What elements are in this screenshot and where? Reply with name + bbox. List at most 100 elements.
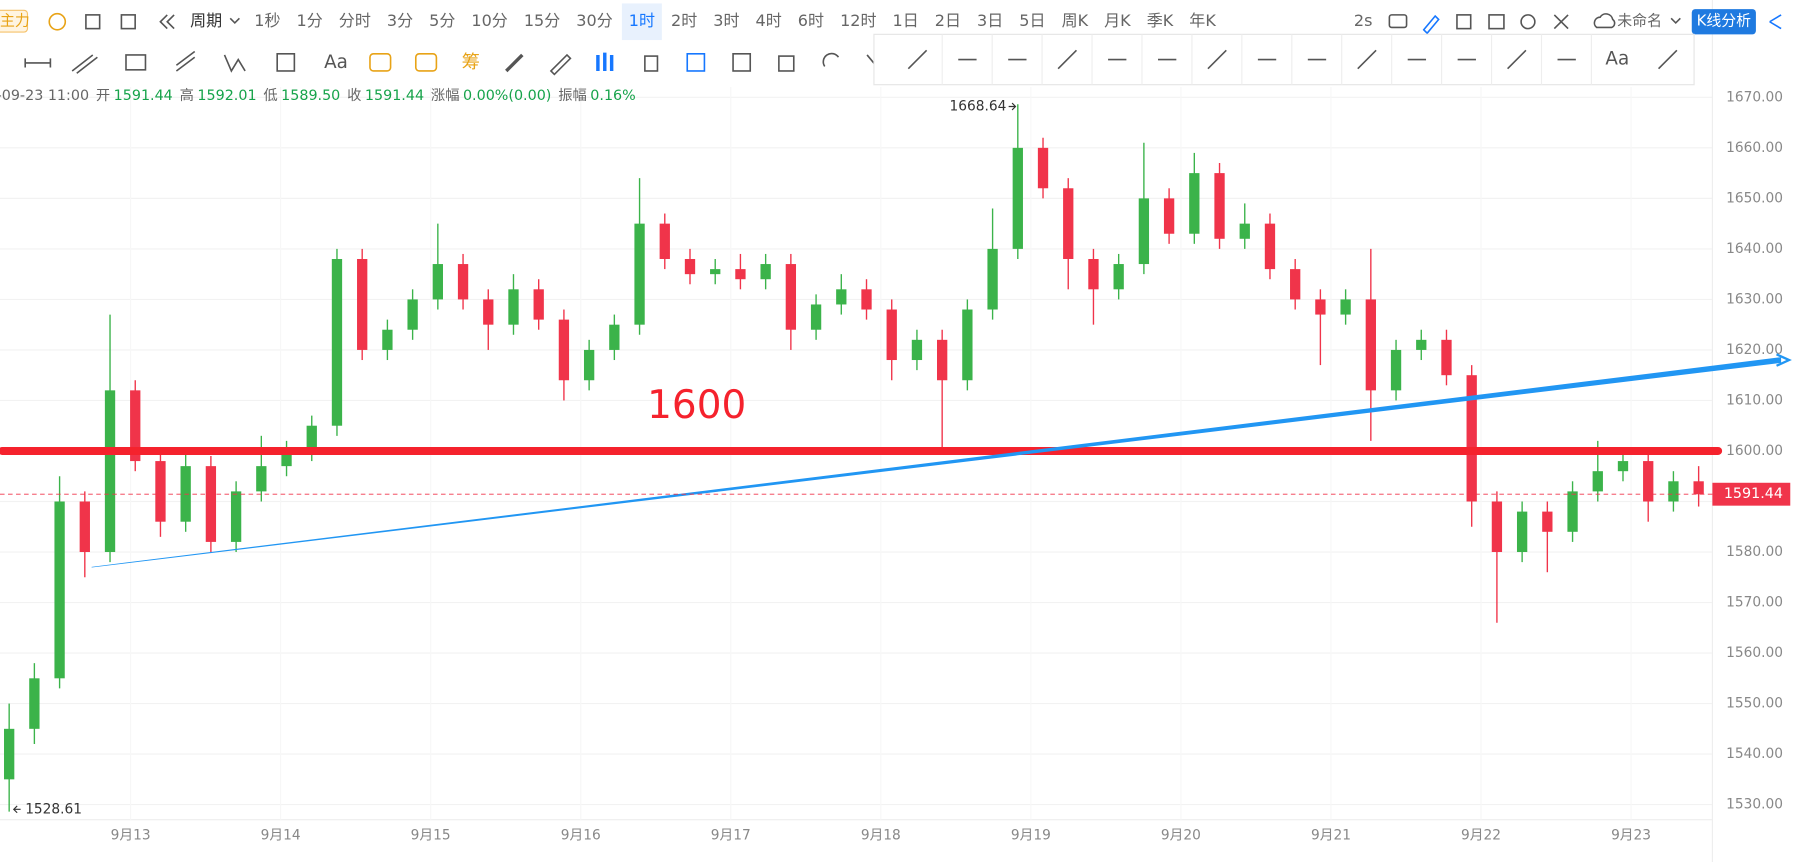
tool-coupon[interactable] — [414, 53, 438, 72]
info-value: 0.00%(0.00) — [463, 88, 551, 104]
tool-wave[interactable] — [223, 54, 246, 73]
period-option[interactable]: 1秒 — [254, 11, 280, 30]
cloud-icon[interactable] — [1593, 13, 1616, 29]
period-menu[interactable]: 周期 — [190, 11, 222, 30]
candle-body — [230, 491, 242, 542]
period-option[interactable]: 3日 — [977, 11, 1003, 30]
tool-edit[interactable] — [732, 53, 752, 72]
settings-icon[interactable] — [1520, 14, 1536, 30]
period-option[interactable]: 12时 — [840, 11, 876, 30]
horizontal-line-text: 1600 — [647, 383, 746, 428]
x-tick-label: 9月15 — [411, 828, 451, 844]
period-option[interactable]: 15分 — [524, 11, 560, 30]
period-option[interactable]: 5日 — [1019, 11, 1045, 30]
save-icon[interactable] — [1488, 14, 1505, 30]
draw-panel-text[interactable]: Aa — [1605, 49, 1629, 70]
y-tick-label: 1560.00 — [1726, 645, 1783, 661]
candle-body — [130, 390, 141, 462]
tool-delete[interactable] — [778, 55, 795, 72]
tool-text[interactable]: Aa — [324, 52, 348, 73]
candle-body — [104, 390, 116, 553]
candle-body — [987, 248, 998, 310]
layout-icon[interactable] — [120, 14, 136, 30]
back-icon[interactable] — [159, 14, 175, 30]
period-option[interactable]: 1日 — [893, 11, 919, 30]
draw-tool-icon[interactable] — [1057, 49, 1078, 70]
top-toolbar: 主力 周期 1秒 1分 分时 3分 5分 10分 15分 30分 1时 2时 3时 4时 6时 12时 1日… — [0, 3, 1782, 41]
fullscreen-icon[interactable] — [1553, 14, 1569, 30]
candle-body — [1668, 481, 1679, 502]
candle-body — [962, 309, 973, 381]
y-tick-label: 1670.00 — [1726, 89, 1783, 105]
tool-candles[interactable] — [596, 52, 614, 71]
candle-body — [735, 269, 746, 280]
period-option[interactable]: 3分 — [387, 11, 413, 30]
period-option[interactable]: 周K — [1062, 11, 1089, 30]
period-option[interactable]: 季K — [1147, 11, 1174, 30]
period-option[interactable]: 1分 — [297, 11, 323, 30]
candle-body — [836, 289, 847, 305]
x-tick-label: 9月20 — [1161, 828, 1201, 844]
last-price-label: 1591.44 — [1724, 486, 1783, 502]
period-option[interactable]: 月K — [1104, 11, 1131, 30]
tool-magnet[interactable] — [822, 52, 840, 67]
tool-fib[interactable] — [175, 50, 196, 72]
tool-layer[interactable] — [686, 53, 706, 72]
period-option[interactable]: 4时 — [756, 11, 782, 30]
x-tick-label: 9月23 — [1611, 828, 1651, 844]
pen-icon[interactable] — [1422, 14, 1440, 35]
y-tick-label: 1530.00 — [1726, 797, 1783, 813]
period-option[interactable]: 30分 — [576, 11, 612, 30]
layout-name[interactable]: 未命名 — [1617, 12, 1662, 30]
draw-tool-icon[interactable] — [1357, 49, 1377, 70]
tool-rect[interactable] — [125, 54, 147, 71]
draw-tool-icon[interactable] — [1657, 49, 1678, 70]
tool-chip[interactable]: 筹 — [462, 52, 480, 73]
candle-body — [1037, 147, 1049, 189]
candle-body — [1012, 147, 1023, 249]
period-option[interactable]: 3时 — [713, 11, 739, 30]
candle-body — [1189, 173, 1200, 234]
candle-body — [4, 728, 15, 780]
period-option[interactable]: 年K — [1189, 11, 1216, 30]
y-tick-label: 1570.00 — [1726, 595, 1783, 611]
flash-icon[interactable] — [48, 12, 67, 31]
period-option[interactable]: 1时 — [629, 11, 655, 30]
period-option[interactable]: 5分 — [429, 11, 455, 30]
candle-body — [684, 258, 696, 275]
y-tick-label: 1540.00 — [1726, 746, 1783, 762]
candle-body — [1264, 223, 1276, 270]
tool-lock[interactable] — [644, 55, 659, 72]
refresh-interval[interactable]: 2s — [1354, 11, 1373, 30]
tool-box[interactable] — [276, 53, 296, 72]
period-option[interactable]: 2时 — [671, 11, 697, 30]
candle-body — [1643, 461, 1654, 502]
candle-body — [1239, 223, 1250, 239]
camera-icon[interactable] — [1388, 14, 1408, 29]
draw-tool-icon[interactable] — [1507, 49, 1527, 70]
expand-icon[interactable] — [1456, 14, 1472, 30]
tool-channel[interactable] — [71, 54, 98, 74]
tool-brush[interactable] — [549, 53, 572, 76]
draw-tool-icon[interactable] — [1207, 49, 1227, 70]
calendar-icon[interactable] — [85, 14, 101, 30]
period-option[interactable]: 分时 — [339, 11, 371, 30]
last-price-box — [1712, 482, 1791, 506]
candle-body — [1466, 375, 1477, 502]
main-force-tag[interactable] — [0, 9, 29, 33]
candle-body — [1416, 339, 1427, 350]
x-tick-label: 9月21 — [1311, 828, 1351, 844]
tool-measure[interactable] — [24, 58, 52, 68]
tool-ruler[interactable] — [505, 53, 524, 73]
period-option[interactable]: 6时 — [798, 11, 824, 30]
analysis-button[interactable] — [1691, 9, 1756, 35]
period-option[interactable]: 10分 — [471, 11, 507, 30]
candle-body — [357, 258, 368, 350]
draw-tool-icon[interactable] — [907, 49, 928, 70]
y-tick-label: 1600.00 — [1726, 443, 1783, 459]
info-bar: -09-23 11:00 开 1591.44 高 1592.01 低 1589.50 收 159… — [0, 87, 636, 104]
share-icon[interactable] — [1769, 14, 1782, 30]
tool-gift[interactable] — [369, 53, 392, 72]
period-option[interactable]: 2日 — [935, 11, 961, 30]
